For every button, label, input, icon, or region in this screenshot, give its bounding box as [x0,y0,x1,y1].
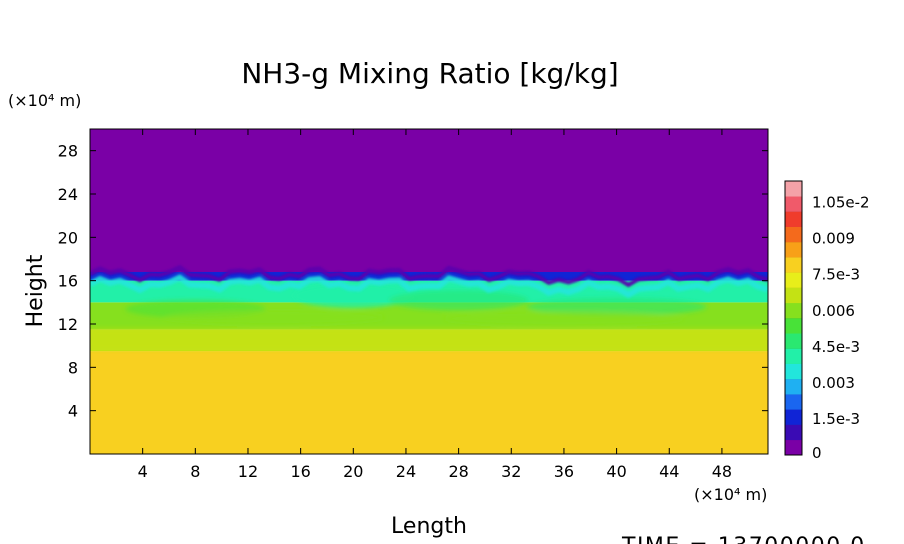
colorbar-swatch [785,348,802,364]
y-tick-label: 8 [68,358,78,377]
colorbar-swatch [785,226,802,243]
x-unit-label: (×10⁴ m) [694,485,767,504]
colorbar-swatch [785,394,802,410]
x-tick-label: 48 [712,462,732,481]
y-axis-label: Height [23,254,48,327]
y-unit-label: (×10⁴ m) [8,91,81,110]
time-label: TIME = 13700000.0 [621,534,866,544]
x-tick-label: 8 [190,462,200,481]
y-tick-label: 20 [58,228,78,247]
x-tick-label: 28 [448,462,468,481]
heatmap-layer-6 [90,129,768,272]
colorbar-swatch [785,333,802,349]
heatmap-texture [90,283,768,350]
x-tick-label: 36 [554,462,574,481]
colorbar-swatch [785,287,802,304]
plot-frame [89,128,769,455]
x-ticks: 4 8 12 16 20 24 28 32 36 40 44 48 [138,129,732,481]
colorbar-swatch [785,363,802,380]
colorbar-swatch [785,181,802,197]
colorbar-tick-label: 0.003 [812,374,855,392]
colorbar-swatch [785,257,802,273]
heatmap-layer-1 [90,351,768,454]
colorbar-swatch [785,211,802,227]
colorbar-tick-label: 0.006 [812,302,855,320]
x-tick-label: 20 [343,462,363,481]
colorbar-tick-label: 0.009 [812,230,855,248]
chart-title: NH3-g Mixing Ratio [kg/kg] [241,57,618,90]
colorbar-swatch [785,318,802,334]
x-tick-label: 12 [238,462,258,481]
x-tick-label: 24 [396,462,416,481]
colorbar-swatch [785,302,802,319]
y-ticks: 4 8 12 16 20 24 28 [58,142,768,421]
colorbar-frame [784,180,803,456]
colorbar-tick-label: 0 [812,444,822,462]
colorbar-swatch [785,272,802,288]
y-tick-label: 24 [58,185,78,204]
colorbar-tick-label: 4.5e-3 [812,338,860,356]
x-axis-label: Length [391,514,467,539]
colorbar-swatch [785,424,802,441]
heatmap-field [90,129,768,454]
colorbar: 0 1.5e-3 0.003 4.5e-3 0.006 7.5e-3 0.009 1.05e-… [784,180,870,462]
x-tick-label: 44 [659,462,679,481]
y-tick-label: 16 [58,272,78,291]
colorbar-swatch [785,378,802,395]
colorbar-swatch [785,196,802,212]
y-tick-label: 4 [68,402,78,421]
colorbar-tick-label: 1.5e-3 [812,410,860,428]
y-tick-label: 12 [58,315,78,334]
colorbar-swatch [785,241,802,258]
heatmap-boundary [90,265,768,299]
x-tick-label: 40 [606,462,626,481]
x-tick-label: 4 [138,462,148,481]
x-tick-label: 32 [501,462,521,481]
colorbar-tick-label: 7.5e-3 [812,266,860,284]
plot-area [90,129,768,454]
x-tick-label: 16 [290,462,310,481]
colorbar-swatch [785,439,802,456]
y-tick-label: 28 [58,142,78,161]
colorbar-swatch [785,409,802,425]
colorbar-tick-label: 1.05e-2 [812,194,870,212]
